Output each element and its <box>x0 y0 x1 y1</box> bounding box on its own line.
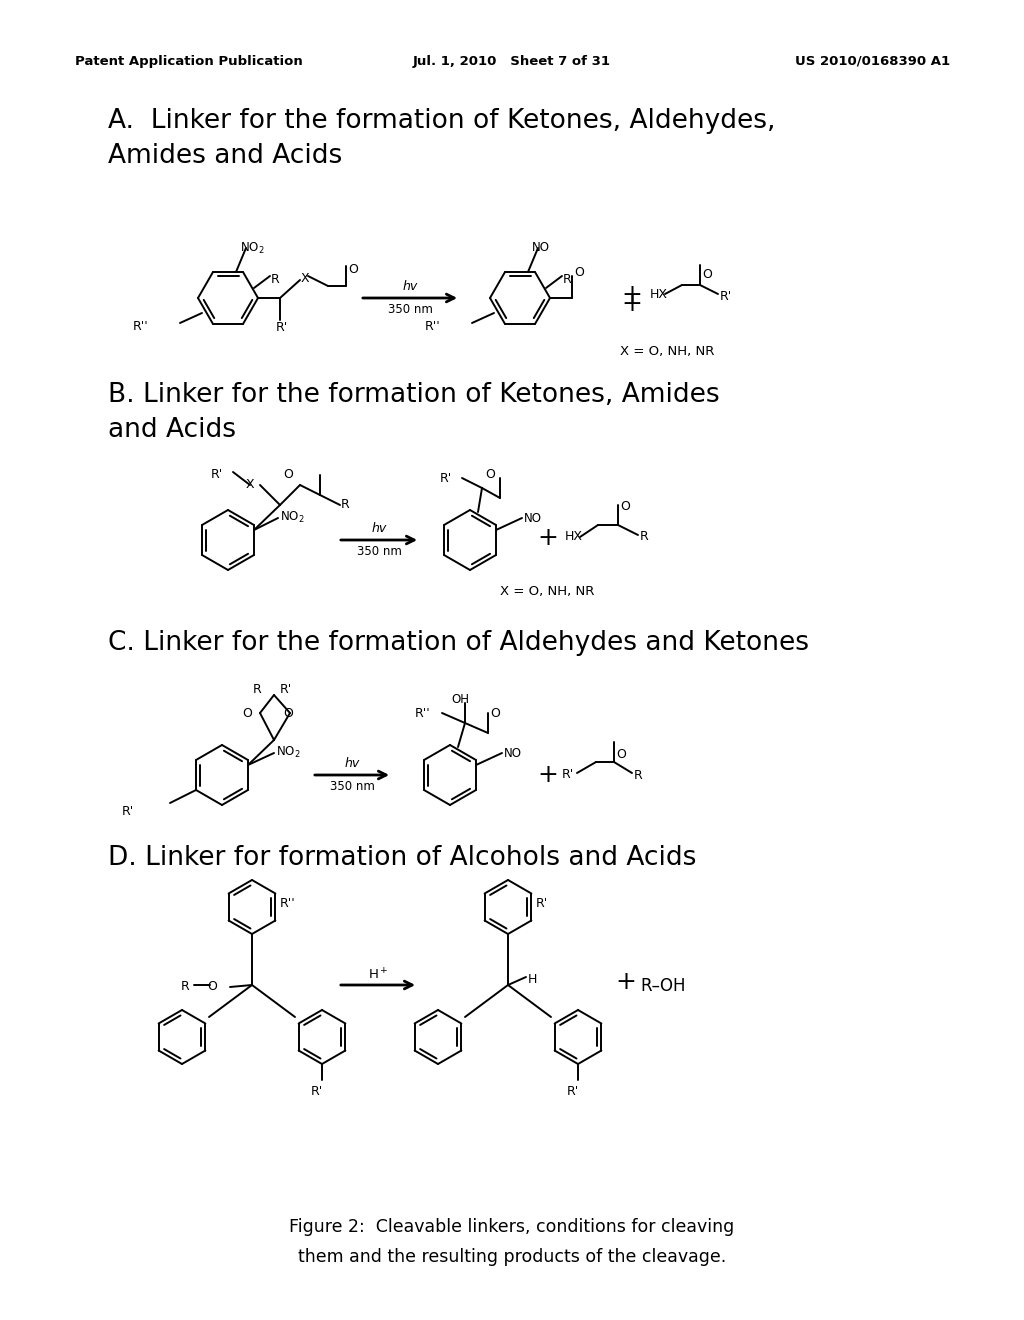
Text: R': R' <box>720 290 732 304</box>
Text: NO$_2$: NO$_2$ <box>240 242 264 256</box>
Text: R': R' <box>280 682 292 696</box>
Text: R: R <box>271 273 280 286</box>
Text: R': R' <box>536 898 548 909</box>
Text: R': R' <box>567 1085 580 1098</box>
Text: Amides and Acids: Amides and Acids <box>108 143 342 169</box>
Text: NO: NO <box>532 242 550 253</box>
Text: R'': R'' <box>415 708 430 719</box>
Text: Figure 2:  Cleavable linkers, conditions for cleaving: Figure 2: Cleavable linkers, conditions … <box>290 1218 734 1236</box>
Text: NO: NO <box>524 512 542 525</box>
Text: US 2010/0168390 A1: US 2010/0168390 A1 <box>795 55 950 69</box>
Text: D. Linker for formation of Alcohols and Acids: D. Linker for formation of Alcohols and … <box>108 845 696 871</box>
Text: +: + <box>538 525 558 550</box>
Text: R: R <box>253 682 261 696</box>
Text: R'': R'' <box>280 898 296 909</box>
Text: NO$_2$: NO$_2$ <box>276 744 301 760</box>
Text: Patent Application Publication: Patent Application Publication <box>75 55 303 69</box>
Text: them and the resulting products of the cleavage.: them and the resulting products of the c… <box>298 1247 726 1266</box>
Text: NO$_2$: NO$_2$ <box>280 510 304 525</box>
Text: O: O <box>702 268 712 281</box>
Text: X: X <box>246 478 254 491</box>
Text: R': R' <box>311 1085 324 1098</box>
Text: X = O, NH, NR: X = O, NH, NR <box>620 345 715 358</box>
Text: +: + <box>615 970 637 994</box>
Text: O: O <box>485 469 495 480</box>
Text: HX: HX <box>565 531 583 543</box>
Text: R': R' <box>122 805 134 818</box>
Text: OH: OH <box>451 693 469 706</box>
Text: A.  Linker for the formation of Ketones, Aldehydes,: A. Linker for the formation of Ketones, … <box>108 108 775 135</box>
Text: R': R' <box>211 469 223 480</box>
Text: hv: hv <box>402 280 418 293</box>
Text: R': R' <box>562 768 574 781</box>
Text: X = O, NH, NR: X = O, NH, NR <box>500 585 594 598</box>
Text: hv: hv <box>372 521 387 535</box>
Text: R: R <box>341 498 350 511</box>
Text: R': R' <box>439 473 452 484</box>
Text: H$^+$: H$^+$ <box>368 968 388 982</box>
Text: R: R <box>640 531 649 543</box>
Text: O: O <box>283 469 293 480</box>
Text: and Acids: and Acids <box>108 417 236 444</box>
Text: O: O <box>574 267 584 279</box>
Text: R–OH: R–OH <box>640 977 685 995</box>
Text: Jul. 1, 2010   Sheet 7 of 31: Jul. 1, 2010 Sheet 7 of 31 <box>413 55 611 69</box>
Text: 350 nm: 350 nm <box>330 780 375 793</box>
Text: 350 nm: 350 nm <box>356 545 401 558</box>
Text: NO: NO <box>504 747 522 760</box>
Text: O: O <box>283 708 293 719</box>
Text: R: R <box>181 979 190 993</box>
Text: B. Linker for the formation of Ketones, Amides: B. Linker for the formation of Ketones, … <box>108 381 720 408</box>
Text: HX: HX <box>650 288 668 301</box>
Text: O: O <box>207 979 217 993</box>
Text: +: + <box>622 282 642 308</box>
Text: R: R <box>634 770 643 781</box>
Text: O: O <box>348 263 357 276</box>
Text: +: + <box>538 763 558 787</box>
Text: R': R' <box>276 321 288 334</box>
Text: X: X <box>301 272 309 285</box>
Text: +: + <box>622 292 642 315</box>
Text: R'': R'' <box>425 319 440 333</box>
Text: O: O <box>616 748 626 762</box>
Text: H: H <box>528 973 538 986</box>
Text: C. Linker for the formation of Aldehydes and Ketones: C. Linker for the formation of Aldehydes… <box>108 630 809 656</box>
Text: O: O <box>242 708 252 719</box>
Text: R'': R'' <box>133 319 148 333</box>
Text: hv: hv <box>344 756 359 770</box>
Text: R: R <box>563 273 571 286</box>
Text: O: O <box>620 500 630 513</box>
Text: O: O <box>490 708 500 719</box>
Text: 350 nm: 350 nm <box>387 304 432 315</box>
